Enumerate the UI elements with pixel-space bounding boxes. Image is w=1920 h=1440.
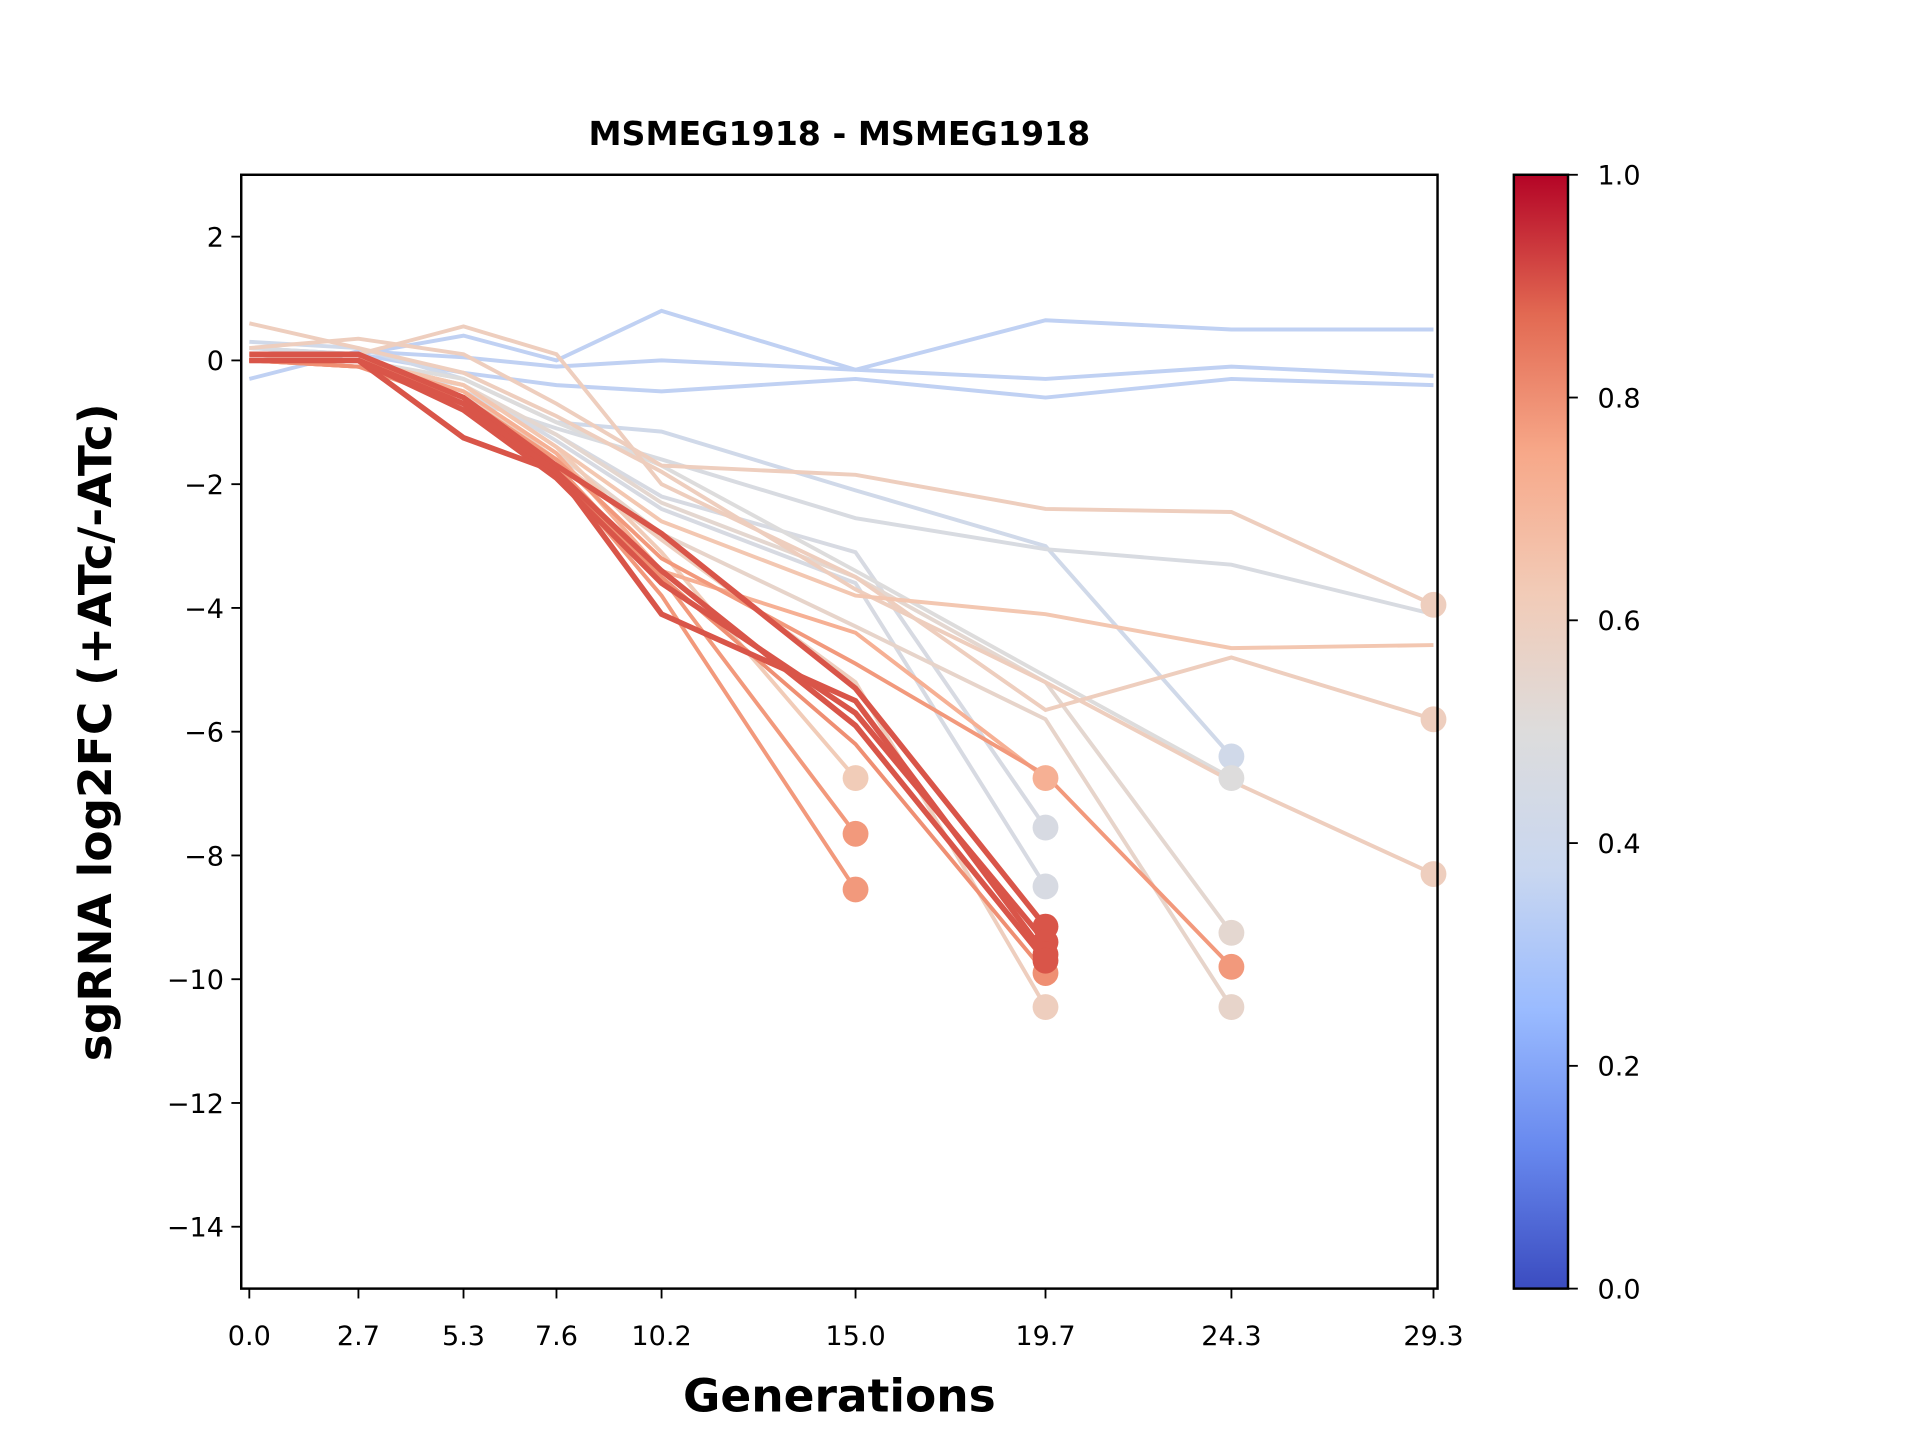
endpoint-marker-sgRNA-5 (1032, 814, 1059, 841)
endpoint-marker-sgRNA-19 (1032, 765, 1059, 792)
y-tick-label: −10 (167, 965, 224, 996)
y-tick-label: −12 (167, 1089, 224, 1120)
x-tick-label: 15.0 (825, 1321, 885, 1352)
endpoint-marker-sgRNA-6 (1032, 873, 1059, 900)
y-tick-label: −2 (184, 470, 224, 501)
series-line-sgRNA-22 (249, 351, 1048, 929)
colorbar-gradient (1512, 173, 1570, 1290)
y-axis-label: sgRNA log2FC (+ATc/-ATc) (69, 403, 122, 1061)
y-axis: 2 0 −2 −4 −6 −8 −10 −12 −14 (167, 222, 242, 1244)
series-line-sgRNA-13 (249, 358, 1434, 651)
y-tick-label: −6 (184, 718, 224, 749)
colorbar-tick-label: 0.6 (1598, 606, 1641, 637)
endpoint-marker-sgRNA-20 (1218, 953, 1245, 980)
endpoint-marker-sgRNA-8 (1218, 765, 1245, 792)
colorbar: 0.0 0.2 0.4 0.6 0.8 1.0 (1512, 161, 1641, 1305)
x-tick-label: 10.2 (631, 1321, 691, 1352)
endpoint-marker-sgRNA-17 (842, 820, 869, 847)
endpoint-marker-sgRNA-4 (1218, 743, 1245, 770)
series-line-sgRNA-1 (249, 308, 1434, 372)
endpoint-marker-sgRNA-11 (1420, 591, 1447, 618)
x-axis-label: Generations (683, 1370, 996, 1423)
marker-layer (842, 591, 1447, 1020)
endpoint-marker-sgRNA-9 (1218, 919, 1245, 946)
endpoint-marker-sgRNA-18 (842, 876, 869, 903)
series-line-sgRNA-25 (249, 357, 1048, 963)
series-line-sgRNA-21 (249, 358, 1048, 975)
colorbar-tick-label: 0.8 (1598, 383, 1641, 414)
series-line-sgRNA-10 (248, 321, 1435, 876)
x-axis: 0.0 2.7 5.3 7.6 10.2 15.0 19.7 24.3 29.3 (228, 1288, 1464, 1352)
x-tick-label: 7.6 (535, 1321, 578, 1352)
endpoint-marker-sgRNA-16 (842, 765, 869, 792)
endpoint-marker-sgRNA-15 (1032, 994, 1059, 1020)
x-tick-label: 29.3 (1403, 1321, 1463, 1352)
x-tick-label: 24.3 (1201, 1321, 1261, 1352)
y-tick-label: 0 (207, 346, 224, 377)
series-line-sgRNA-20 (249, 358, 1233, 969)
series-layer (248, 308, 1435, 1009)
colorbar-tick-label: 0.0 (1598, 1274, 1641, 1305)
y-tick-label: 2 (207, 222, 224, 253)
endpoint-marker-sgRNA-10 (1420, 861, 1447, 887)
endpoint-marker-sgRNA-25 (1032, 947, 1059, 974)
colorbar-tick-label: 1.0 (1598, 161, 1641, 192)
endpoint-marker-sgRNA-12 (1420, 706, 1447, 733)
colorbar-ticks: 0.0 0.2 0.4 0.6 0.8 1.0 (1568, 161, 1641, 1305)
x-tick-label: 0.0 (228, 1321, 271, 1352)
colorbar-tick-label: 0.4 (1598, 829, 1641, 860)
series-line-sgRNA-4 (249, 339, 1233, 758)
series-line-sgRNA-12 (249, 324, 1435, 722)
y-tick-label: −8 (184, 841, 224, 872)
x-tick-label: 19.7 (1015, 1321, 1075, 1352)
chart-title: MSMEG1918 - MSMEG1918 (588, 114, 1090, 153)
x-tick-label: 5.3 (442, 1321, 485, 1352)
x-tick-label: 2.7 (337, 1321, 380, 1352)
series-line-sgRNA-15 (249, 352, 1048, 1009)
series-line-sgRNA-2 (248, 349, 1434, 381)
endpoint-marker-sgRNA-14 (1218, 994, 1245, 1020)
y-tick-label: −4 (184, 594, 224, 625)
y-tick-label: −14 (167, 1213, 224, 1244)
colorbar-tick-label: 0.2 (1598, 1052, 1641, 1083)
